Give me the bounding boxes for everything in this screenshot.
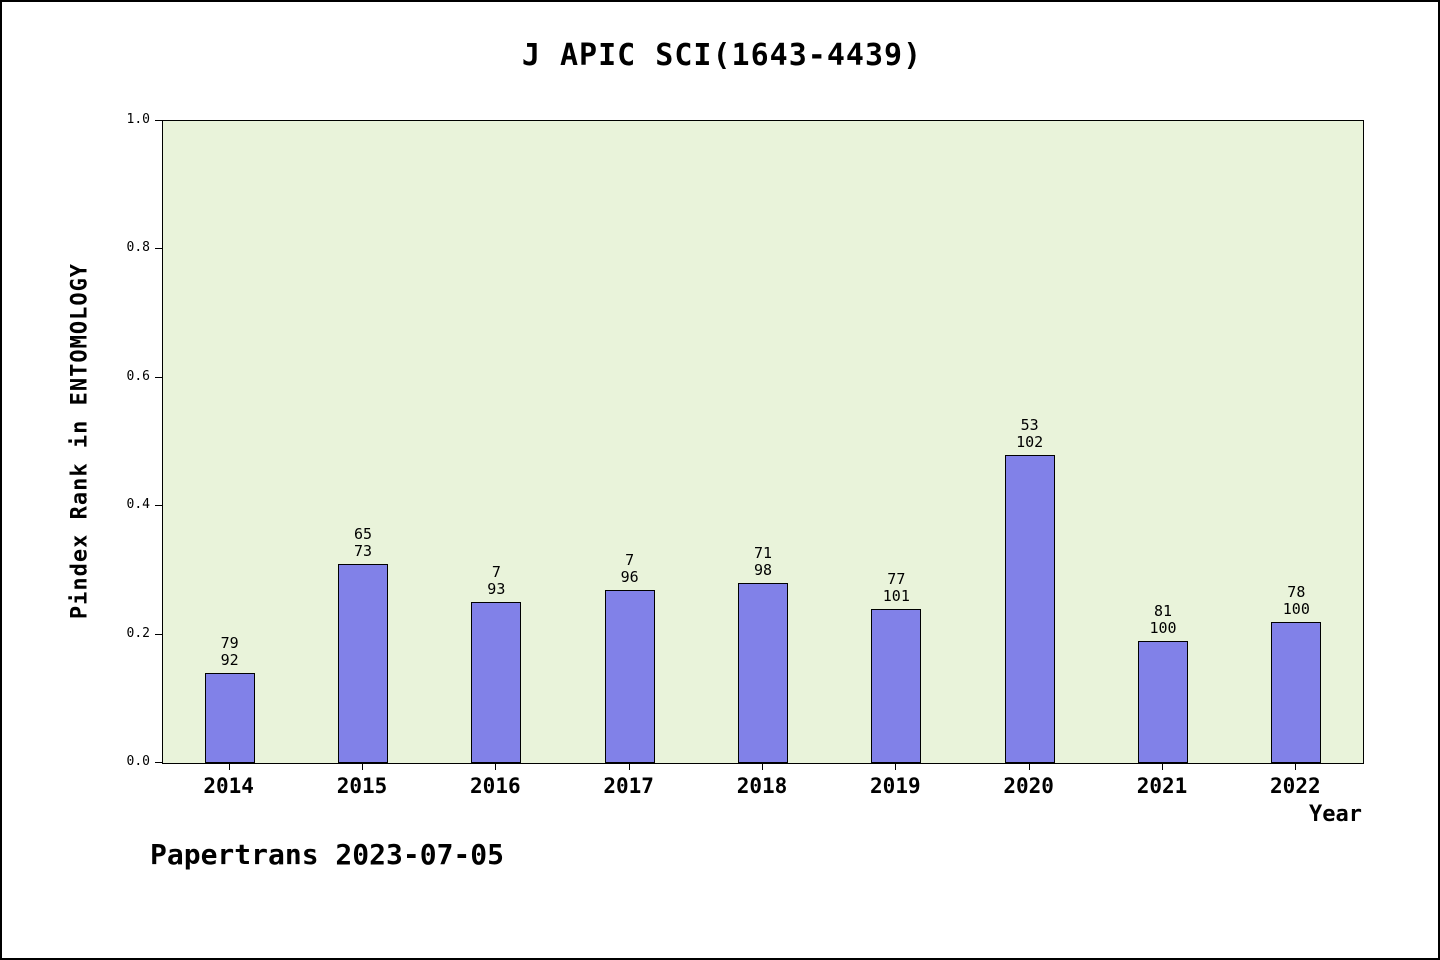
- y-axis-label: Pindex Rank in ENTOMOLOGY: [67, 262, 93, 620]
- y-tick-label-0.4: 0.4: [126, 497, 150, 513]
- bar-2020: [1004, 455, 1055, 763]
- y-tick-mark: [155, 376, 162, 378]
- bar-value-label-2022: 78 100: [1282, 583, 1310, 618]
- x-tick-label-2020: 2020: [1003, 774, 1054, 798]
- x-tick-label-2022: 2022: [1270, 774, 1321, 798]
- y-tick-label-0.0: 0.0: [126, 754, 150, 769]
- x-tick-label-2021: 2021: [1136, 774, 1188, 798]
- y-tick-label-0.2: 0.2: [126, 625, 150, 641]
- x-tick-mark: [362, 763, 363, 770]
- x-tick-label-2016: 2016: [470, 774, 521, 798]
- bar-2019: [871, 609, 922, 763]
- x-tick-mark: [895, 763, 897, 770]
- y-tick-label-0.6: 0.6: [126, 368, 150, 384]
- bar-2021: [1138, 641, 1188, 763]
- x-tick-mark: [762, 763, 763, 770]
- bar-value-label-2014: 79 92: [220, 634, 239, 669]
- bar-value-label-2020: 53 102: [1016, 416, 1044, 451]
- bar-2014: [204, 673, 255, 763]
- plot-area: 79 92 65 73 7 93 7 96 71 98 77 101 53 102 81 10…: [162, 120, 1364, 764]
- x-tick-label-2019: 2019: [870, 774, 921, 798]
- x-axis-label: Year: [1309, 802, 1362, 827]
- bar-2022: [1271, 622, 1322, 763]
- y-tick-mark: [155, 762, 162, 763]
- x-tick-mark: [1162, 763, 1163, 770]
- y-tick-mark: [155, 120, 162, 121]
- watermark-text: Papertrans 2023-07-05: [150, 838, 505, 871]
- x-tick-label-2017: 2017: [603, 774, 654, 798]
- y-tick-label-1.0: 1.0: [126, 112, 150, 127]
- y-tick-mark: [155, 248, 162, 250]
- y-tick-label-0.8: 0.8: [126, 240, 150, 256]
- x-tick-mark: [1295, 763, 1297, 770]
- x-tick-label-2018: 2018: [736, 774, 788, 798]
- bar-value-label-2017: 7 96: [620, 551, 639, 586]
- x-tick-mark: [628, 763, 630, 770]
- x-tick-mark: [1028, 763, 1030, 770]
- bar-value-label-2015: 65 73: [353, 525, 373, 560]
- x-tick-mark: [495, 763, 497, 770]
- chart-title: J APIC SCI(1643-4439): [521, 38, 923, 73]
- bar-2017: [604, 590, 655, 763]
- y-tick-mark: [155, 633, 162, 635]
- y-tick-mark: [155, 505, 162, 507]
- x-tick-label-2015: 2015: [336, 774, 388, 798]
- bar-value-label-2016: 7 93: [487, 563, 506, 598]
- x-tick-mark: [228, 763, 230, 770]
- bar-value-label-2018: 71 98: [753, 544, 773, 579]
- bar-value-label-2019: 77 101: [882, 570, 910, 605]
- bar-2015: [338, 564, 388, 763]
- bar-2018: [738, 583, 788, 763]
- bar-2016: [471, 602, 522, 763]
- x-tick-label-2014: 2014: [203, 774, 254, 798]
- bar-value-label-2021: 81 100: [1149, 602, 1177, 637]
